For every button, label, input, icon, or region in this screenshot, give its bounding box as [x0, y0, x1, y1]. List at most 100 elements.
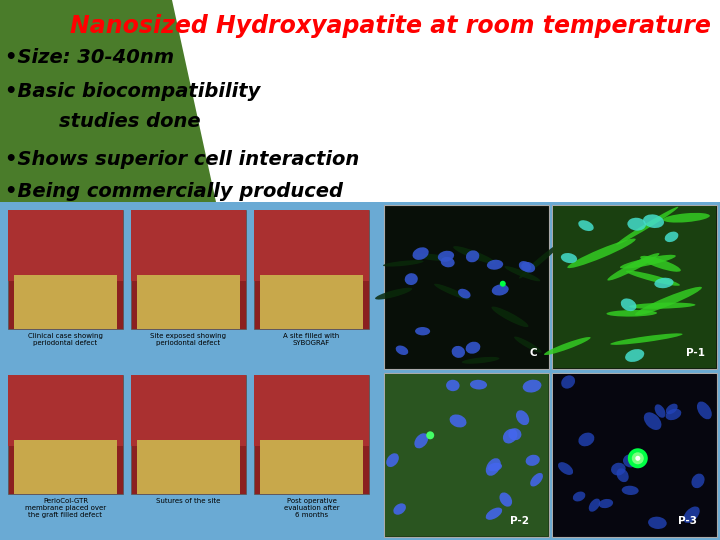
Bar — [254, 375, 369, 447]
Ellipse shape — [648, 517, 667, 529]
Ellipse shape — [486, 508, 502, 520]
Ellipse shape — [492, 307, 528, 327]
Ellipse shape — [629, 302, 696, 309]
Ellipse shape — [505, 266, 540, 281]
Ellipse shape — [446, 380, 459, 391]
Bar — [131, 210, 246, 329]
Bar — [385, 374, 548, 536]
Text: Nanosized Hydroxyapatite at room temperature: Nanosized Hydroxyapatite at room tempera… — [70, 14, 711, 38]
Ellipse shape — [434, 284, 470, 300]
Ellipse shape — [621, 485, 639, 495]
Text: Clinical case showing
periodontal defect: Clinical case showing periodontal defect — [28, 333, 103, 346]
Ellipse shape — [514, 336, 541, 353]
Ellipse shape — [665, 409, 681, 420]
Ellipse shape — [413, 247, 428, 260]
Ellipse shape — [578, 433, 595, 446]
Bar — [260, 441, 364, 494]
Ellipse shape — [654, 404, 665, 418]
Text: studies done: studies done — [5, 112, 201, 131]
Ellipse shape — [654, 278, 673, 288]
Ellipse shape — [691, 474, 705, 488]
Bar — [8, 210, 123, 281]
Ellipse shape — [488, 463, 502, 471]
Ellipse shape — [544, 337, 590, 355]
Text: •Basic biocompatibility: •Basic biocompatibility — [5, 82, 261, 101]
Ellipse shape — [466, 342, 480, 354]
Text: •Size: 30-40nm: •Size: 30-40nm — [5, 48, 174, 67]
Ellipse shape — [608, 253, 660, 281]
Bar — [14, 441, 117, 494]
Bar — [8, 375, 123, 447]
Ellipse shape — [644, 412, 662, 430]
Bar — [260, 275, 364, 329]
Ellipse shape — [386, 453, 399, 467]
Text: Post operative
evaluation after
6 months: Post operative evaluation after 6 months — [284, 498, 339, 518]
Bar — [384, 205, 549, 369]
Text: A site filled with
SYBOGRAF: A site filled with SYBOGRAF — [284, 333, 340, 346]
Ellipse shape — [470, 380, 487, 389]
Ellipse shape — [519, 242, 562, 279]
Ellipse shape — [598, 499, 613, 508]
Bar — [553, 374, 716, 536]
Bar — [254, 375, 369, 494]
Bar — [8, 375, 123, 494]
Ellipse shape — [458, 289, 471, 299]
Ellipse shape — [573, 491, 585, 502]
Ellipse shape — [530, 473, 543, 487]
Ellipse shape — [453, 246, 495, 264]
Bar — [137, 441, 240, 494]
Text: Sutures of the site: Sutures of the site — [156, 498, 221, 504]
Ellipse shape — [558, 462, 573, 475]
Bar — [137, 275, 240, 329]
Bar — [131, 375, 246, 447]
Ellipse shape — [438, 251, 454, 262]
Polygon shape — [0, 0, 216, 202]
Text: •Shows superior cell interaction: •Shows superior cell interaction — [5, 150, 359, 169]
Ellipse shape — [626, 271, 680, 286]
Ellipse shape — [611, 463, 626, 475]
Text: C: C — [530, 348, 537, 359]
Bar — [384, 373, 549, 537]
Ellipse shape — [697, 402, 712, 419]
Ellipse shape — [611, 333, 683, 345]
Ellipse shape — [500, 281, 505, 287]
Bar — [0, 0, 720, 202]
Text: P-2: P-2 — [510, 516, 529, 526]
Ellipse shape — [578, 220, 594, 231]
Ellipse shape — [503, 429, 517, 443]
Bar — [131, 375, 246, 494]
Ellipse shape — [500, 492, 512, 507]
Ellipse shape — [466, 251, 480, 262]
Ellipse shape — [567, 239, 636, 268]
Ellipse shape — [415, 254, 450, 261]
Ellipse shape — [415, 433, 428, 448]
Ellipse shape — [462, 357, 500, 364]
Ellipse shape — [666, 404, 678, 414]
Ellipse shape — [616, 468, 629, 482]
Ellipse shape — [561, 253, 577, 263]
Ellipse shape — [405, 273, 418, 285]
Ellipse shape — [589, 498, 600, 512]
Ellipse shape — [508, 428, 521, 440]
Ellipse shape — [441, 257, 454, 267]
Ellipse shape — [616, 207, 678, 245]
Ellipse shape — [426, 431, 434, 440]
Ellipse shape — [526, 455, 540, 466]
Ellipse shape — [561, 375, 575, 389]
Ellipse shape — [640, 256, 681, 272]
Text: •Being commercially produced: •Being commercially produced — [5, 182, 343, 201]
Ellipse shape — [523, 380, 541, 393]
Ellipse shape — [663, 213, 710, 222]
Ellipse shape — [393, 503, 406, 515]
Ellipse shape — [451, 346, 465, 358]
Text: PerioCol-GTR
membrane placed over
the graft filled defect: PerioCol-GTR membrane placed over the gr… — [25, 498, 106, 518]
Ellipse shape — [415, 327, 430, 335]
Bar — [552, 205, 717, 369]
Bar — [553, 206, 716, 368]
Ellipse shape — [449, 415, 467, 428]
Ellipse shape — [620, 255, 676, 268]
Ellipse shape — [635, 456, 640, 461]
Bar — [131, 210, 246, 281]
Ellipse shape — [627, 218, 646, 231]
Bar — [254, 210, 369, 281]
